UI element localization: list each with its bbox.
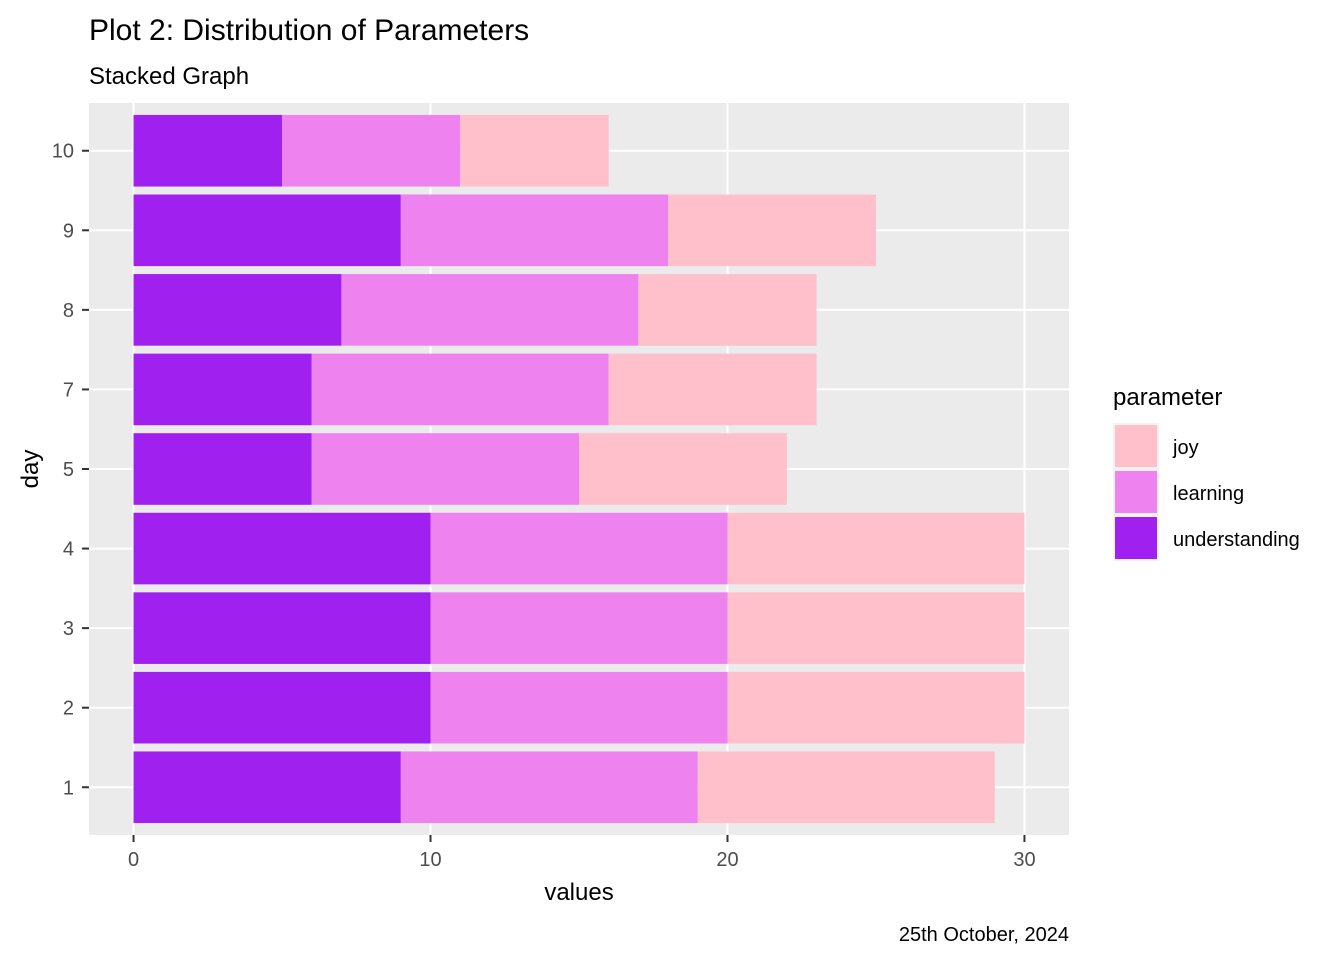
x-tick-label: 30 — [1013, 849, 1035, 871]
bar-segment-understanding-day-10 — [133, 114, 283, 187]
bar-segment-joy-day-9 — [668, 194, 876, 267]
legend-key-swatch — [1115, 425, 1157, 467]
bar-segment-understanding-day-9 — [133, 194, 401, 267]
legend-label: understanding — [1173, 529, 1300, 551]
bar-segment-understanding-day-5 — [133, 433, 312, 505]
x-tick-label: 0 — [128, 849, 139, 871]
y-axis-title: day — [17, 450, 44, 489]
y-tick-label: 3 — [63, 618, 74, 640]
bar-segment-understanding-day-3 — [133, 592, 431, 664]
y-tick-label: 8 — [63, 300, 74, 322]
bar-segment-learning-day-10 — [282, 114, 461, 187]
legend-label: learning — [1173, 483, 1244, 505]
bar-segment-joy-day-10 — [460, 114, 609, 187]
bar-segment-understanding-day-2 — [133, 671, 431, 744]
bar-segment-understanding-day-4 — [133, 512, 431, 585]
y-tick-label: 9 — [63, 220, 74, 242]
y-tick-label: 5 — [63, 459, 74, 481]
y-tick-label: 2 — [63, 698, 74, 720]
legend-title: parameter — [1113, 384, 1222, 411]
bar-segment-joy-day-4 — [727, 512, 1025, 585]
bar-segment-joy-day-7 — [608, 353, 817, 426]
bar-segment-learning-day-8 — [341, 274, 639, 346]
chart-title: Plot 2: Distribution of Parameters — [89, 14, 529, 47]
y-tick-label: 10 — [52, 141, 74, 163]
bar-segment-learning-day-4 — [430, 512, 728, 585]
bar-segment-learning-day-3 — [430, 592, 728, 664]
y-tick-label: 4 — [63, 539, 74, 561]
legend-key-swatch — [1115, 517, 1157, 559]
bar-segment-learning-day-1 — [400, 751, 698, 824]
y-tick-label: 7 — [63, 379, 74, 401]
bar-segment-learning-day-2 — [430, 671, 728, 744]
chart-subtitle: Stacked Graph — [89, 63, 249, 90]
bar-segment-joy-day-2 — [727, 671, 1025, 744]
bar-segment-learning-day-9 — [400, 194, 669, 267]
axis-layer: 0 10 20 30 1 2 3 4 5 7 8 9 10 — [52, 141, 1036, 871]
chart-caption: 25th October, 2024 — [899, 924, 1069, 946]
x-tick-label: 20 — [716, 849, 738, 871]
bars-layer — [133, 114, 1025, 824]
legend-label: joy — [1172, 437, 1199, 459]
bar-segment-learning-day-7 — [311, 353, 609, 426]
legend-key-swatch — [1115, 471, 1157, 513]
x-tick-label: 10 — [419, 849, 441, 871]
bar-segment-understanding-day-8 — [133, 274, 342, 346]
bar-segment-understanding-day-7 — [133, 353, 312, 426]
bar-segment-learning-day-5 — [311, 433, 579, 505]
x-axis-title: values — [544, 879, 613, 906]
bar-segment-joy-day-3 — [727, 592, 1025, 664]
y-tick-label: 1 — [63, 777, 74, 799]
bar-segment-joy-day-8 — [638, 274, 817, 346]
bar-segment-joy-day-1 — [697, 751, 995, 824]
legend: parameter joy learning understanding — [1113, 384, 1300, 561]
bar-segment-understanding-day-1 — [133, 751, 401, 824]
bar-segment-joy-day-5 — [579, 433, 787, 505]
